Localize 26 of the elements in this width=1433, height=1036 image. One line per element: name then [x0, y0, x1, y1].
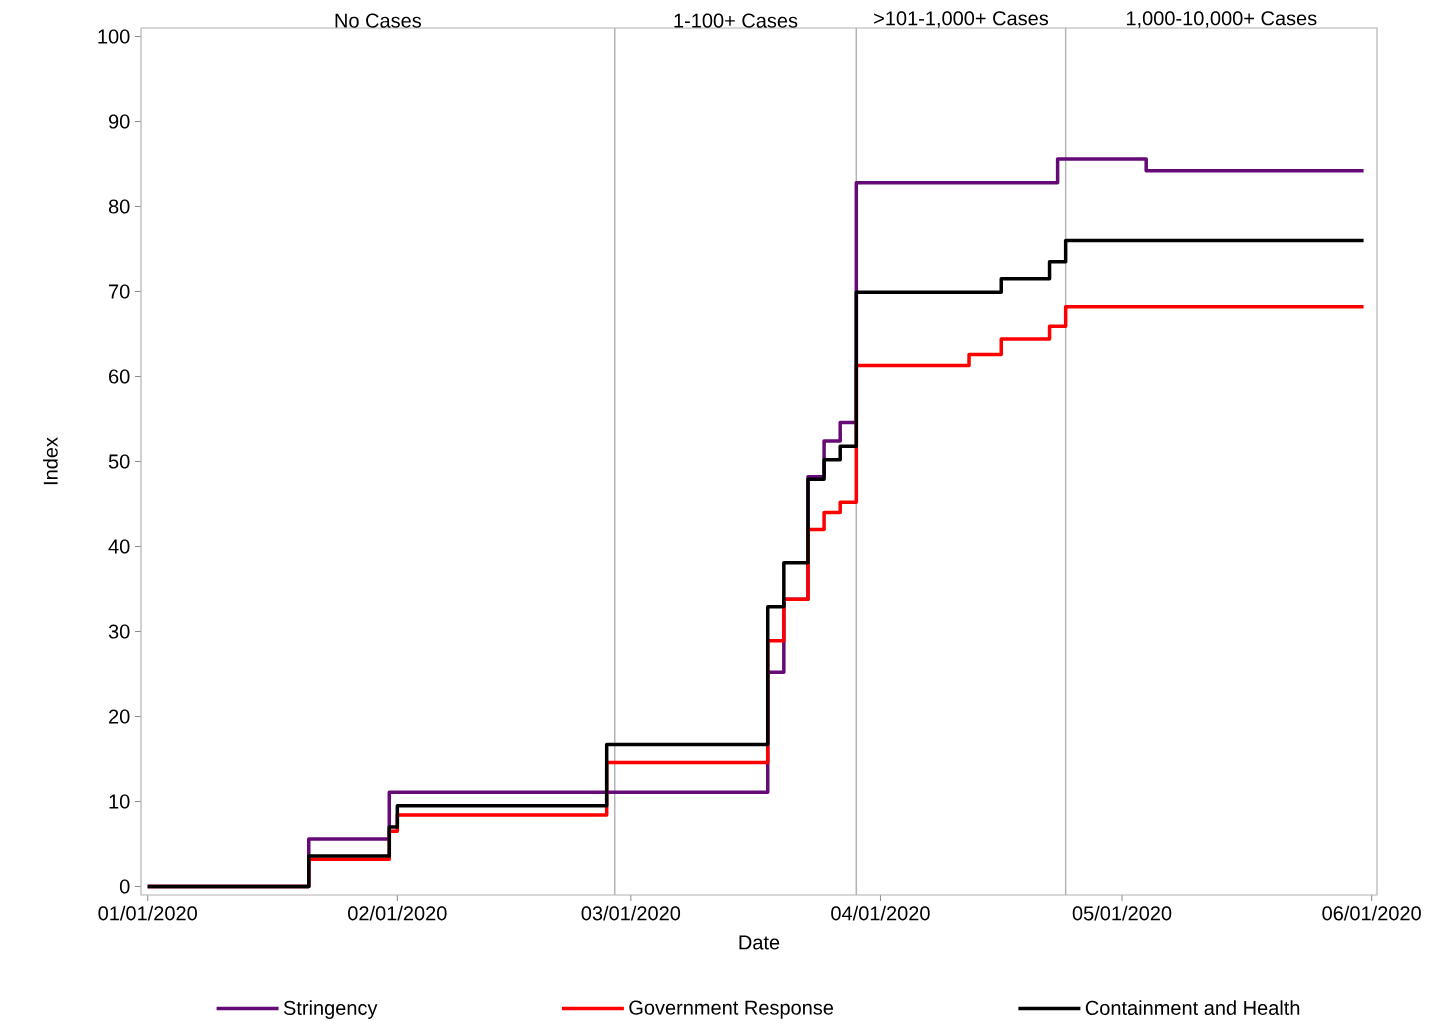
legend-label: Stringency	[283, 1000, 378, 1019]
text: No Cases	[335, 13, 422, 28]
y-tick-label: 90	[108, 114, 130, 129]
legend-label: Government Response	[629, 1000, 834, 1019]
x-tick-label: 01/01/2020	[98, 905, 197, 921]
x-tick-label: 03/01/2020	[581, 905, 681, 921]
y-tick-label: 50	[108, 454, 130, 469]
y-tick-label: 0	[119, 879, 130, 894]
x-tick-label: 02/01/2020	[348, 905, 447, 921]
y-tick-label: 20	[109, 709, 130, 724]
y-tick-label: 70	[109, 284, 130, 299]
x-tick-label: 06/01/2020	[1322, 905, 1421, 921]
y-tick-label: 60	[109, 369, 130, 384]
y-tick-label: 80	[108, 199, 130, 214]
text: >101-1,000+ Cases	[874, 11, 1049, 28]
x-axis-title: Date	[739, 935, 780, 950]
y-tick-label: 10	[109, 794, 130, 809]
y-tick-label: 40	[108, 539, 130, 554]
y-axis-title: Index	[43, 437, 58, 485]
x-tick-label: 04/01/2020	[831, 905, 930, 921]
y-tick-label: 100	[98, 29, 130, 44]
x-tick-label: 05/01/2020	[1072, 905, 1172, 921]
text: 1-100+ Cases	[674, 13, 798, 28]
text: 1,000-10,000+ Cases	[1126, 11, 1317, 28]
legend-label: Containment and Health	[1085, 1000, 1300, 1015]
y-tick-label: 30	[108, 624, 130, 639]
